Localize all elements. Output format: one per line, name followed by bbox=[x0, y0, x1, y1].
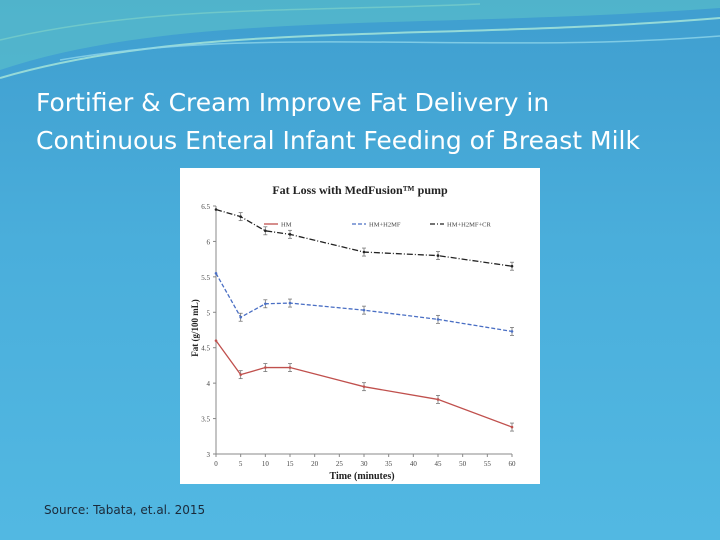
y-tick-label: 5.5 bbox=[201, 274, 210, 282]
data-point bbox=[362, 385, 366, 388]
x-tick-label: 55 bbox=[484, 460, 492, 468]
legend-label: HM+H2MF bbox=[369, 222, 401, 229]
data-point bbox=[239, 315, 242, 319]
data-point bbox=[288, 233, 292, 236]
x-tick-label: 50 bbox=[459, 460, 467, 468]
data-point bbox=[288, 301, 292, 305]
data-point bbox=[239, 373, 242, 376]
slide-title-line-2: Continuous Enteral Infant Feeding of Bre… bbox=[36, 126, 640, 155]
slide-title: Fortifier & Cream Improve Fat Delivery i… bbox=[36, 84, 696, 160]
x-tick-label: 20 bbox=[311, 460, 319, 468]
data-point bbox=[362, 250, 366, 254]
data-point bbox=[264, 366, 267, 369]
data-point bbox=[214, 339, 218, 342]
y-tick-label: 3 bbox=[207, 451, 211, 459]
x-tick-label: 45 bbox=[435, 460, 443, 468]
data-point bbox=[510, 425, 514, 429]
data-point bbox=[436, 318, 440, 321]
series-line-hm-h2mf bbox=[215, 272, 513, 333]
line-chart: Fat Loss with MedFusion™ pump Time (minu… bbox=[190, 183, 517, 482]
chart-panel: Fat Loss with MedFusion™ pump Time (minu… bbox=[180, 168, 540, 484]
data-point bbox=[436, 398, 440, 401]
x-tick-label: 35 bbox=[385, 460, 393, 468]
data-point bbox=[264, 302, 267, 306]
data-point bbox=[510, 330, 514, 333]
legend-label: HM+H2MF+CR bbox=[447, 222, 491, 229]
data-point bbox=[362, 308, 366, 312]
decorative-swoosh bbox=[0, 0, 720, 79]
y-tick-label: 4 bbox=[207, 380, 211, 388]
series-line-hm-h2mf-cr bbox=[215, 208, 513, 267]
x-tick-label: 25 bbox=[336, 460, 344, 468]
x-tick-label: 30 bbox=[361, 460, 369, 468]
x-tick-label: 15 bbox=[287, 460, 295, 468]
y-tick-label: 3.5 bbox=[201, 416, 210, 424]
x-tick-label: 5 bbox=[239, 460, 243, 468]
x-tick-label: 60 bbox=[509, 460, 517, 468]
data-point bbox=[436, 254, 440, 257]
y-tick-label: 6 bbox=[207, 238, 211, 246]
y-tick-label: 4.5 bbox=[201, 345, 210, 353]
x-tick-label: 10 bbox=[262, 460, 270, 468]
slide-title-line-1: Fortifier & Cream Improve Fat Delivery i… bbox=[36, 88, 550, 117]
data-point bbox=[288, 366, 292, 369]
legend-label: HM bbox=[281, 222, 292, 229]
x-tick-label: 0 bbox=[214, 460, 218, 468]
data-point bbox=[239, 215, 242, 218]
y-axis-label: Fat (g/100 mL) bbox=[190, 299, 200, 357]
y-tick-label: 6.5 bbox=[201, 203, 210, 211]
x-tick-label: 40 bbox=[410, 460, 418, 468]
data-point bbox=[214, 208, 218, 211]
data-point bbox=[510, 264, 514, 268]
chart-title: Fat Loss with MedFusion™ pump bbox=[272, 183, 448, 197]
data-point bbox=[264, 229, 267, 233]
data-point bbox=[214, 272, 218, 275]
y-tick-label: 5 bbox=[207, 309, 211, 317]
source-citation: Source: Tabata, et.al. 2015 bbox=[44, 503, 206, 517]
x-axis-label: Time (minutes) bbox=[329, 471, 394, 482]
